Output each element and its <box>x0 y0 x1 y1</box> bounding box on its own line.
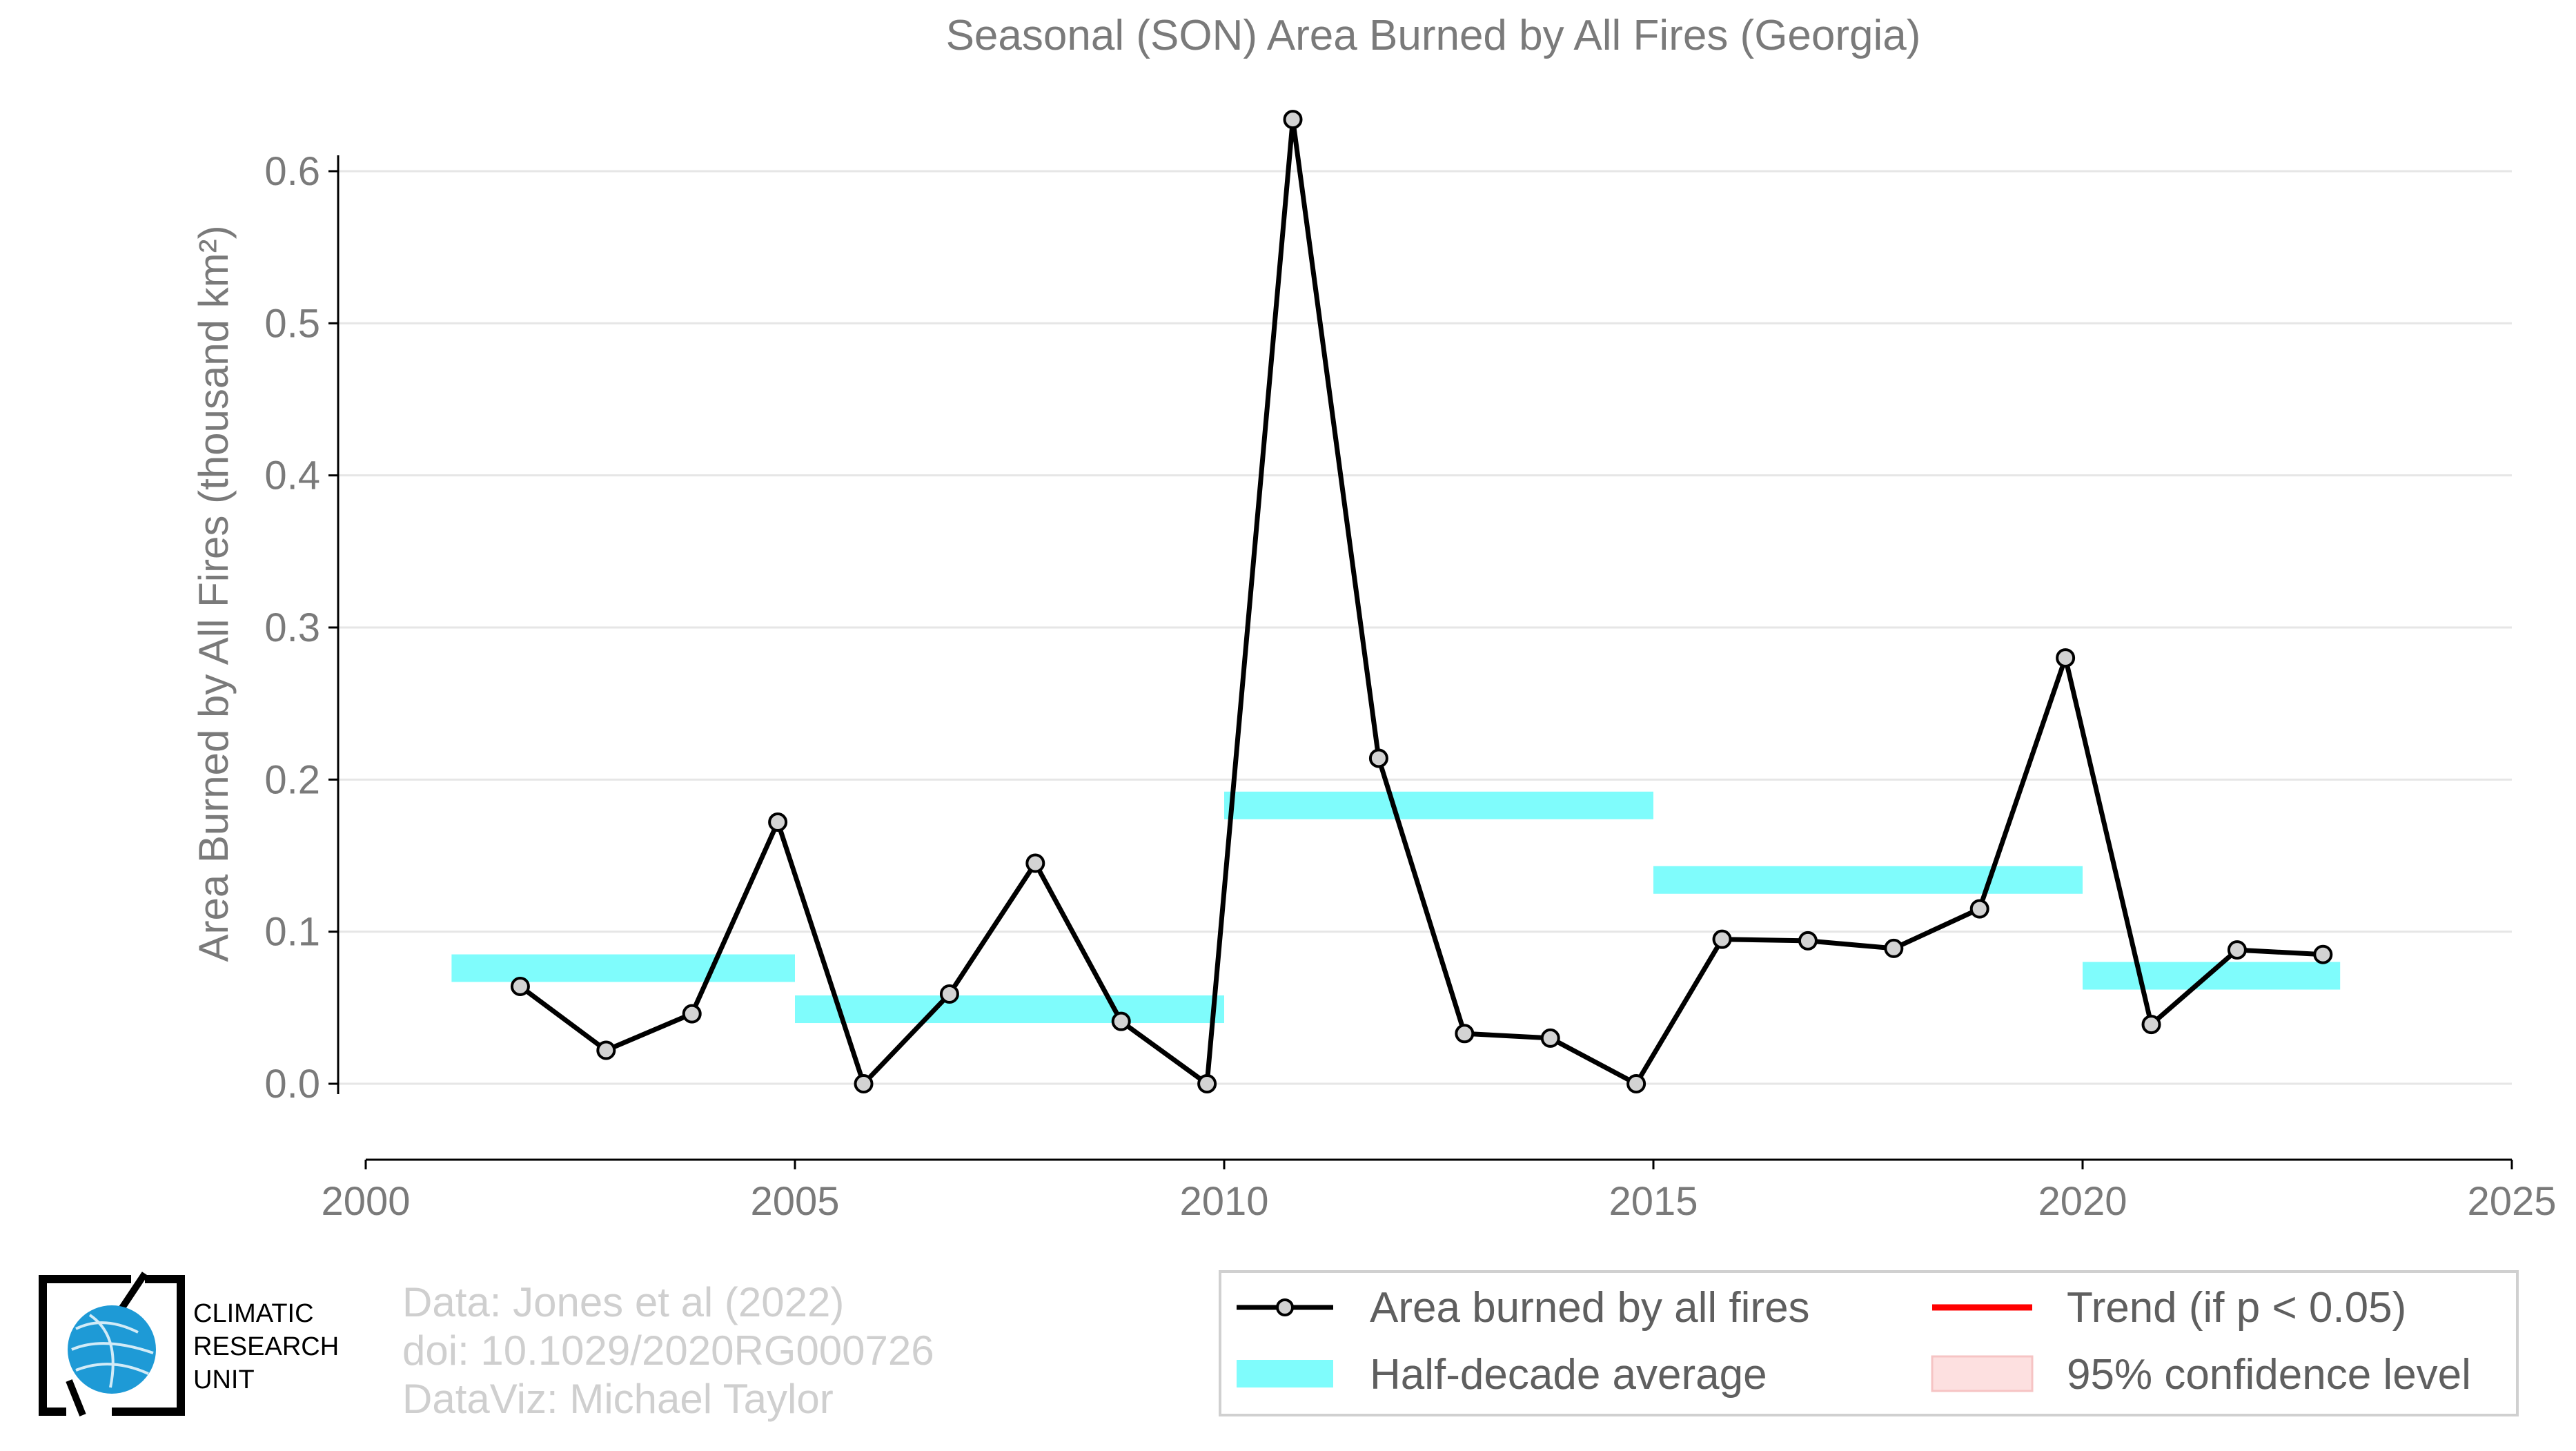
half-decade-average-bar <box>451 954 795 982</box>
data-point <box>1626 1074 1646 1093</box>
data-point <box>939 984 959 1004</box>
data-point <box>1969 899 1989 919</box>
y-tick-label: 0.4 <box>264 454 320 498</box>
legend-item-half-decade: Half-decade average <box>1237 1351 1767 1399</box>
cru-logo: CLIMATIC RESEARCH UNIT <box>39 1272 339 1416</box>
logo-frame-icon <box>39 1275 185 1416</box>
data-point <box>682 1004 702 1024</box>
x-tick-label: 2005 <box>750 1179 839 1224</box>
globe-icon <box>68 1305 156 1394</box>
y-axis-label: Area Burned by All Fires (thousand km²) <box>190 225 237 962</box>
y-tick-label: 0.5 <box>264 301 320 346</box>
y-tick-label: 0.2 <box>264 757 320 802</box>
data-point <box>1540 1028 1560 1048</box>
data-point <box>2227 940 2247 960</box>
legend-label-half-decade: Half-decade average <box>1370 1351 1767 1399</box>
data-point <box>1455 1024 1475 1044</box>
data-point <box>2313 944 2333 964</box>
data-point <box>1111 1011 1131 1031</box>
x-tick-label: 2010 <box>1179 1179 1268 1224</box>
data-point <box>854 1074 874 1093</box>
series-line-area-burned <box>518 117 2323 1087</box>
x-tick-label: 2020 <box>2038 1179 2127 1224</box>
x-tick-label: 2015 <box>1609 1179 1698 1224</box>
data-point <box>2141 1015 2161 1035</box>
credit-doi: doi: 10.1029/2020RG000726 <box>402 1327 934 1374</box>
half-decade-average-bar <box>2083 962 2341 990</box>
logo-text-climatic: CLIMATIC <box>193 1299 314 1328</box>
data-point <box>510 976 530 996</box>
credit-dataviz: DataViz: Michael Taylor <box>402 1376 834 1422</box>
data-point <box>1712 929 1732 949</box>
logo-text-research: RESEARCH <box>193 1332 339 1361</box>
data-point <box>1798 931 1818 951</box>
half-decade-average-bar <box>795 995 1224 1024</box>
logo-text-unit: UNIT <box>193 1365 255 1394</box>
y-axis: 0.0 0.1 0.2 0.3 0.4 0.5 0.6 <box>264 149 340 1107</box>
half-decade-average-bars <box>451 791 2341 1024</box>
y-tick-label: 0.3 <box>264 605 320 650</box>
x-tick-label: 2025 <box>2467 1179 2556 1224</box>
credit-data: Data: Jones et al (2022) <box>402 1279 844 1325</box>
data-point <box>1025 853 1045 873</box>
legend-label-confidence: 95% confidence level <box>2067 1351 2471 1399</box>
data-point <box>768 812 788 832</box>
data-point <box>596 1040 616 1060</box>
legend: Area burned by all fires Trend (if p < 0… <box>1219 1270 2519 1416</box>
half-decade-average-bar <box>1653 866 2083 894</box>
legend-item-trend: Trend (if p < 0.05) <box>1932 1284 2406 1332</box>
data-point <box>1884 938 1904 958</box>
data-point <box>2056 648 2076 668</box>
data-point <box>1368 748 1388 768</box>
y-tick-label: 0.1 <box>264 910 320 955</box>
legend-item-confidence: 95% confidence level <box>1931 1351 2471 1399</box>
data-point <box>1283 110 1303 130</box>
x-tick-label: 2000 <box>321 1179 410 1224</box>
y-tick-label: 0.0 <box>264 1062 320 1107</box>
data-point <box>1197 1074 1217 1093</box>
x-axis: 2000 2005 2010 2015 2020 2025 <box>321 1158 2557 1224</box>
y-tick-label: 0.6 <box>264 149 320 194</box>
legend-frame <box>1219 1270 2519 1416</box>
data-points <box>510 110 2333 1093</box>
legend-label-series: Area burned by all fires <box>1370 1284 1810 1332</box>
chart-title: Seasonal (SON) Area Burned by All Fires … <box>946 12 1921 59</box>
legend-label-trend: Trend (if p < 0.05) <box>2067 1284 2406 1332</box>
credits: Data: Jones et al (2022) doi: 10.1029/20… <box>402 1279 934 1422</box>
legend-item-series: Area burned by all fires <box>1237 1284 1810 1332</box>
gridlines <box>338 170 2512 1085</box>
half-decade-average-bar <box>1224 791 1653 819</box>
